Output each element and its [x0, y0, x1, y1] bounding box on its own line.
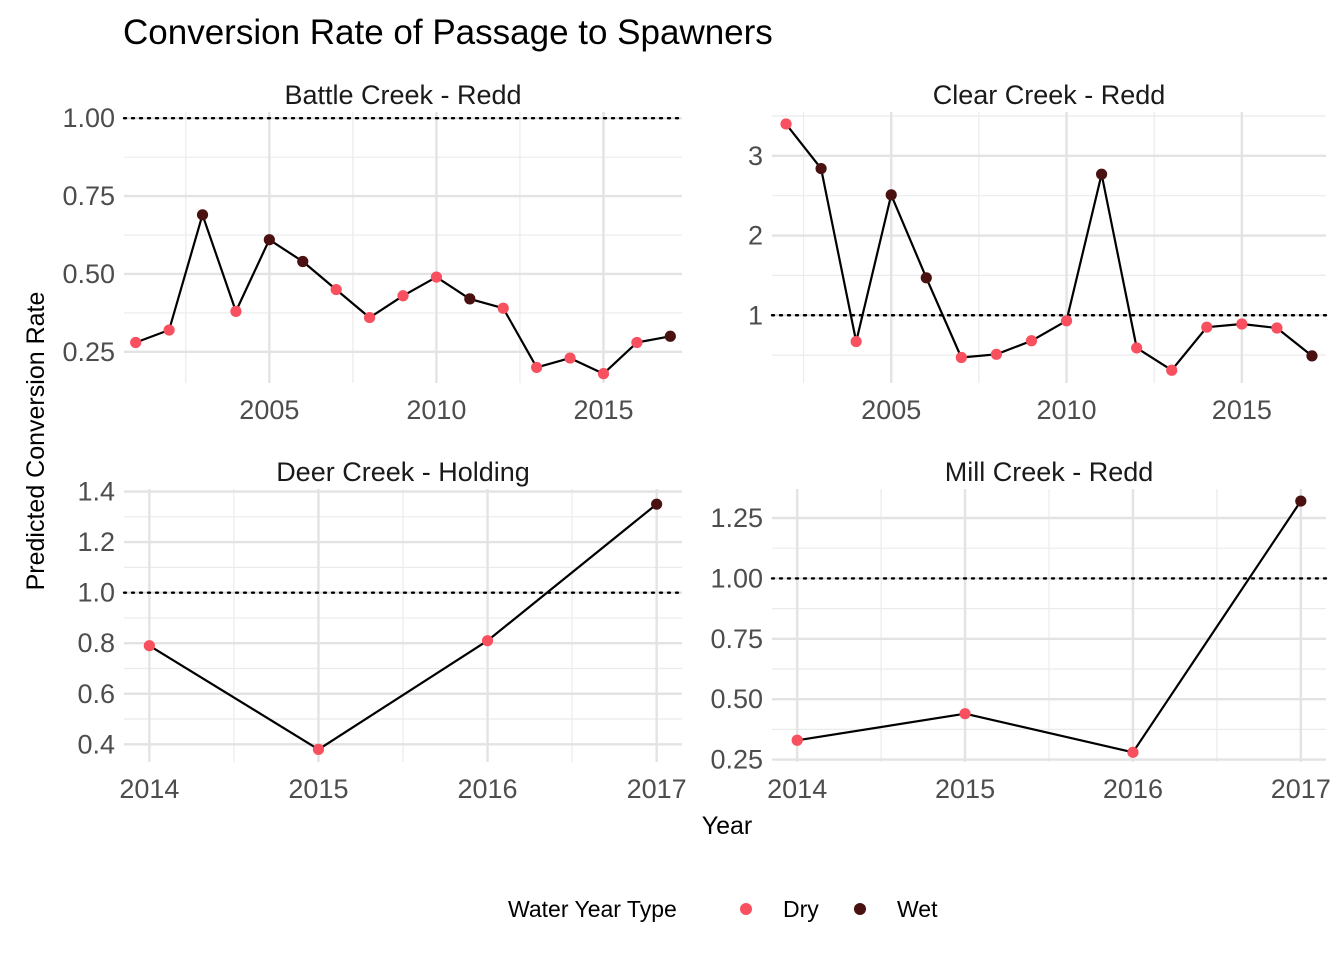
series-line	[797, 500, 1302, 754]
x-tick-label: 2005	[239, 395, 299, 425]
data-point-wet	[651, 498, 663, 510]
data-point-dry	[1127, 746, 1139, 758]
data-point-dry	[330, 283, 342, 296]
legend-dry-label: Dry	[783, 896, 819, 922]
legend-dry-swatch	[740, 903, 752, 915]
series-line	[785, 123, 1313, 372]
y-axis-title: Predicted Conversion Rate	[22, 292, 50, 591]
panel-3: Deer Creek - Holding 0.4 0.6 0.8 1.0 1.2 1.4 20…	[77, 457, 686, 804]
y-tick-label: 0.4	[77, 729, 115, 759]
data-point-wet	[920, 272, 932, 284]
y-tick-label: 1.00	[62, 103, 115, 133]
y-tick-label: 1.00	[710, 563, 763, 593]
series-line	[148, 503, 658, 751]
data-point-dry	[230, 305, 242, 317]
data-point-dry	[955, 351, 967, 364]
panel-2: Clear Creek - Redd 1 2 3 2005 2010 2015	[748, 80, 1328, 425]
data-point-dry	[531, 361, 543, 374]
y-tick-label: 2	[748, 221, 763, 251]
y-tick-label: 0.25	[710, 745, 763, 775]
data-point-dry	[780, 118, 792, 130]
x-tick-label: 2014	[767, 774, 827, 804]
x-tick-label: 2015	[1212, 395, 1272, 425]
chart-title: Conversion Rate of Passage to Spawners	[123, 13, 773, 52]
data-point-dry	[1060, 315, 1073, 327]
data-point-dry	[850, 335, 862, 348]
y-tick-label: 1.2	[77, 527, 115, 557]
panel-1: Battle Creek - Redd 0.25 0.50 0.75 1.00 2005 2…	[62, 80, 684, 425]
data-point-wet	[1095, 168, 1108, 180]
data-point-wet	[1295, 495, 1307, 507]
data-point-wet	[297, 255, 309, 268]
legend-wet-label: Wet	[897, 896, 938, 922]
data-point-dry	[597, 368, 610, 380]
panel-strip-title: Mill Creek - Redd	[945, 457, 1154, 487]
y-tick-label: 0.50	[62, 259, 115, 289]
data-point-wet	[885, 189, 897, 201]
panel-strip-title: Deer Creek - Holding	[276, 457, 530, 487]
data-point-wet	[263, 234, 275, 246]
data-point-dry	[363, 311, 376, 324]
y-tick-label: 1.0	[77, 578, 115, 608]
data-point-dry	[1166, 364, 1178, 376]
data-point-dry	[990, 348, 1003, 360]
data-point-wet	[464, 293, 476, 305]
legend-wet-swatch	[854, 903, 866, 915]
data-point-dry	[1025, 335, 1038, 347]
data-point-dry	[163, 324, 175, 336]
y-tick-label: 3	[748, 141, 763, 171]
x-tick-label: 2014	[119, 774, 179, 804]
y-tick-label: 1	[748, 300, 763, 330]
x-tick-label: 2010	[406, 395, 466, 425]
x-axis-title: Year	[702, 812, 753, 840]
y-tick-label: 0.6	[77, 679, 115, 709]
x-tick-label: 2017	[1271, 774, 1331, 804]
data-point-dry	[143, 640, 155, 652]
panel-4: Mill Creek - Redd 0.25 0.50 0.75 1.00 1.25 201…	[710, 457, 1330, 804]
x-tick-label: 2010	[1036, 395, 1096, 425]
data-point-dry	[1131, 342, 1143, 354]
y-tick-label: 0.75	[62, 181, 115, 211]
y-tick-label: 0.75	[710, 624, 763, 654]
y-tick-label: 0.8	[77, 628, 115, 658]
x-tick-label: 2015	[573, 395, 633, 425]
data-point-wet	[664, 330, 676, 342]
panel-strip-title: Clear Creek - Redd	[933, 80, 1166, 110]
data-point-dry	[130, 336, 142, 349]
data-point-dry	[1201, 321, 1213, 333]
y-tick-label: 0.25	[62, 337, 115, 367]
x-tick-label: 2015	[288, 774, 348, 804]
legend-title: Water Year Type	[508, 896, 677, 922]
x-tick-label: 2005	[861, 395, 921, 425]
data-point-dry	[1236, 318, 1248, 330]
data-point-dry	[791, 734, 803, 746]
data-point-dry	[631, 336, 643, 349]
x-tick-label: 2016	[1103, 774, 1163, 804]
data-point-dry	[312, 743, 325, 755]
data-point-dry	[397, 290, 409, 302]
data-point-dry	[1271, 322, 1283, 334]
x-tick-label: 2016	[458, 774, 518, 804]
y-tick-label: 1.25	[710, 503, 763, 533]
panel-strip-title: Battle Creek - Redd	[284, 80, 521, 110]
chart-panels: Battle Creek - Redd 0.25 0.50 0.75 1.00 2005 2…	[62, 80, 1330, 804]
data-point-wet	[1306, 350, 1318, 362]
data-point-dry	[564, 352, 576, 364]
data-point-dry	[430, 271, 443, 283]
x-tick-label: 2017	[627, 774, 687, 804]
data-point-wet	[196, 209, 209, 221]
x-tick-label: 2015	[935, 774, 995, 804]
y-tick-label: 1.4	[77, 477, 115, 507]
data-point-wet	[815, 162, 827, 175]
y-tick-label: 0.50	[710, 684, 763, 714]
data-point-dry	[497, 302, 509, 314]
data-point-dry	[481, 635, 494, 647]
data-point-dry	[959, 708, 971, 720]
legend: Water Year Type Dry Wet	[508, 896, 938, 922]
